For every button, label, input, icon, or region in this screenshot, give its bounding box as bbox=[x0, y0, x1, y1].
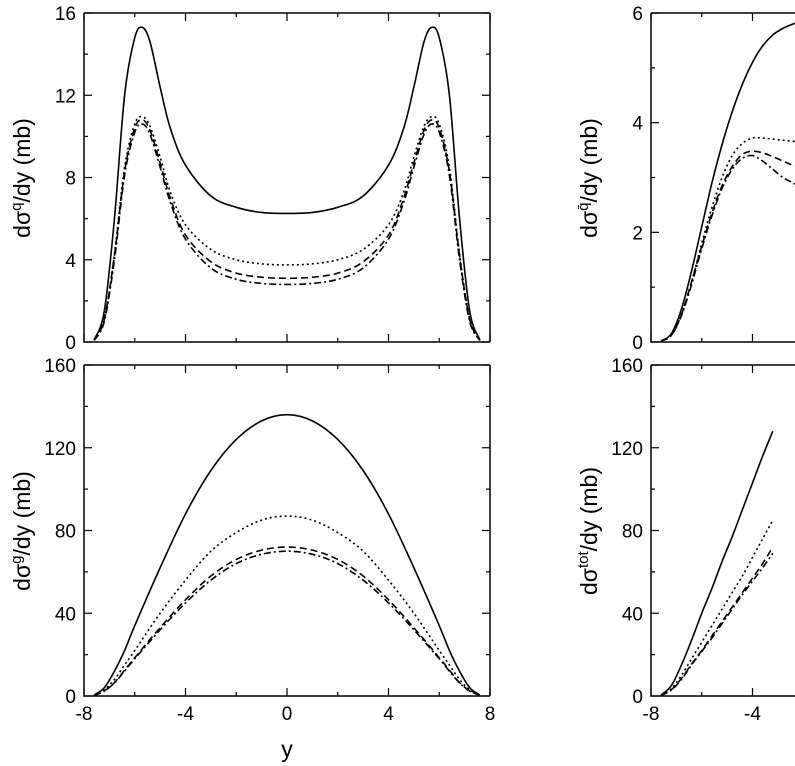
ylabel-gluon: dσg/dy (mb) bbox=[8, 471, 35, 591]
series-dash-dot-qbar bbox=[660, 154, 795, 342]
plot-frame-tot bbox=[650, 364, 795, 697]
series-dash-dot-tot bbox=[660, 552, 774, 696]
curves-g bbox=[93, 413, 481, 696]
y-tick-label-tot: 40 bbox=[622, 604, 643, 625]
plot-frame-qbar bbox=[650, 12, 795, 343]
panel-gluon: dσg/dy (mb) y 0 40 80 120 160 -8 -4 0 4 8 bbox=[8, 356, 495, 762]
x-tick-label-g: -8 bbox=[76, 704, 93, 725]
panel-quark: dσq/dy (mb) 0 4 8 12 16 bbox=[8, 4, 491, 354]
series-dash-dot-q bbox=[93, 123, 481, 341]
series-dashed-g bbox=[93, 546, 481, 696]
x-tick-label-g: -4 bbox=[177, 704, 194, 725]
curves-tot bbox=[660, 430, 774, 696]
curves-qbar bbox=[660, 22, 795, 342]
series-solid-qbar bbox=[660, 22, 795, 342]
panel-total: dσtot/dy (mb) 0 40 80 120 160 -8 -4 bbox=[575, 356, 795, 725]
ylabel-antiquark: dσq̄/dy (mb) bbox=[575, 118, 602, 238]
plot-frame-q bbox=[83, 12, 491, 343]
x-tick-label-tot: -8 bbox=[643, 704, 660, 725]
x-tick-label-g: 4 bbox=[383, 704, 394, 725]
series-dotted-q bbox=[93, 115, 481, 341]
y-tick-label-q: 0 bbox=[65, 333, 76, 354]
x-tick-label-g: 0 bbox=[282, 704, 293, 725]
y-tick-label-g: 40 bbox=[55, 604, 76, 625]
series-dash-dot-g bbox=[93, 550, 481, 696]
y-tick-label-g: 160 bbox=[44, 356, 76, 377]
y-tick-label-g: 120 bbox=[44, 439, 76, 460]
x-tick-label-tot: -4 bbox=[744, 704, 761, 725]
series-dashed-qbar bbox=[660, 150, 795, 342]
series-solid-g bbox=[93, 413, 481, 696]
y-tick-label-qbar: 0 bbox=[632, 333, 643, 354]
curves-q bbox=[93, 26, 481, 341]
y-tick-label-qbar: 2 bbox=[632, 223, 643, 244]
series-dashed-q bbox=[93, 119, 481, 341]
y-tick-label-qbar: 6 bbox=[632, 4, 643, 25]
series-solid-tot bbox=[660, 430, 774, 696]
series-solid-q bbox=[93, 26, 481, 341]
series-dotted-g bbox=[93, 515, 481, 696]
y-tick-label-q: 4 bbox=[65, 251, 76, 272]
x-tick-label-g: 8 bbox=[485, 704, 496, 725]
y-tick-label-q: 8 bbox=[65, 169, 76, 190]
y-tick-label-q: 16 bbox=[55, 4, 76, 25]
y-tick-label-tot: 0 bbox=[632, 687, 643, 708]
y-tick-label-tot: 120 bbox=[611, 439, 643, 460]
y-tick-label-tot: 80 bbox=[622, 522, 643, 543]
ylabel-total: dσtot/dy (mb) bbox=[575, 467, 602, 595]
y-tick-label-g: 0 bbox=[65, 687, 76, 708]
y-tick-label-g: 80 bbox=[55, 522, 76, 543]
y-tick-label-tot: 160 bbox=[611, 356, 643, 377]
y-tick-label-qbar: 4 bbox=[632, 114, 643, 135]
series-dotted-tot bbox=[660, 519, 774, 696]
ylabel-quark: dσq/dy (mb) bbox=[8, 118, 35, 238]
y-tick-label-q: 12 bbox=[55, 86, 76, 107]
xlabel-y: y bbox=[281, 736, 293, 762]
panel-antiquark: dσq̄/dy (mb) 0 2 4 6 bbox=[575, 4, 795, 354]
